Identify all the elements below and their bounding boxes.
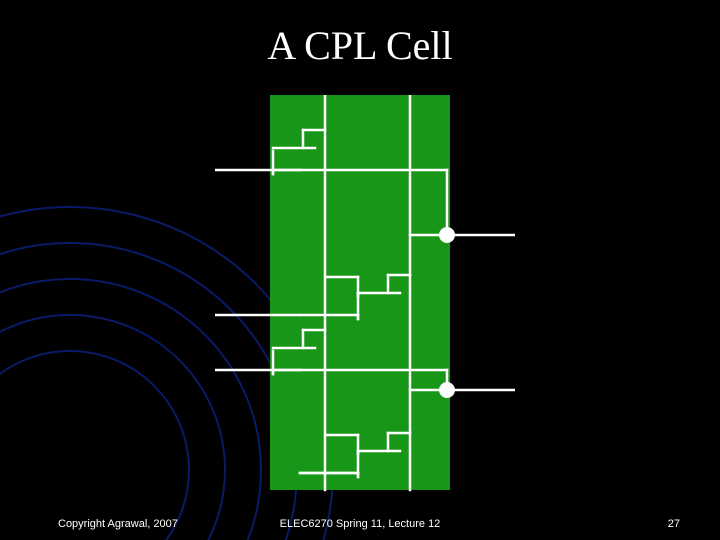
page-title: A CPL Cell: [0, 22, 720, 69]
page-number: 27: [668, 518, 680, 530]
circuit-svg: [215, 95, 515, 495]
course-text: ELEC6270 Spring 11, Lecture 12: [0, 518, 720, 530]
cpl-cell-diagram: [215, 95, 515, 495]
